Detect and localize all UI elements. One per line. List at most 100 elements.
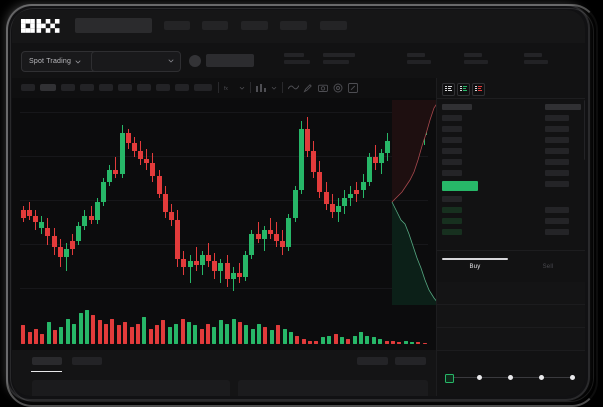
chart-settings-gear-icon[interactable]	[332, 82, 343, 93]
candle-body	[311, 151, 317, 172]
candle-body	[39, 222, 45, 229]
candle-body	[329, 204, 335, 213]
bottom-tab-active-underline	[31, 371, 62, 372]
amount-percent-slider[interactable]	[445, 373, 578, 383]
timeframe-9[interactable]	[175, 84, 189, 91]
nav-item-3[interactable]	[241, 21, 268, 30]
volume-bar	[21, 325, 26, 344]
volume-bar	[65, 318, 70, 344]
candle-body	[76, 226, 82, 241]
candle-body	[236, 273, 242, 278]
order-price-field[interactable]	[437, 282, 585, 304]
candle-body	[150, 163, 156, 176]
volume-bar	[193, 325, 198, 344]
volume-bar	[263, 327, 268, 344]
drawing-pencil-icon[interactable]	[302, 82, 313, 93]
order-book-panel: Buy Sell	[436, 78, 585, 396]
order-amount-field[interactable]	[437, 305, 585, 327]
market-type-selector[interactable]: Spot Trading	[21, 51, 99, 72]
candle-body	[162, 193, 168, 213]
volume-bar	[135, 323, 140, 344]
timeframe-4[interactable]	[80, 84, 94, 91]
volume-bar	[410, 342, 415, 344]
timeframe-10[interactable]	[194, 84, 212, 91]
orderbook-view-bids-icon[interactable]	[457, 83, 470, 96]
orderbook-amount	[545, 207, 569, 213]
line-tool-icon[interactable]	[287, 82, 299, 93]
okx-logo[interactable]	[21, 19, 63, 33]
candle-body	[385, 141, 391, 154]
tab-buy[interactable]: Buy	[469, 264, 481, 270]
volume-bar	[288, 332, 293, 344]
timeframe-8[interactable]	[156, 84, 170, 91]
form-divider-2	[437, 327, 585, 328]
nav-item-1[interactable]	[164, 21, 190, 30]
candle-body	[255, 234, 261, 239]
timeframe-6[interactable]	[118, 84, 132, 91]
volume-bar	[84, 310, 89, 344]
slider-stop-50[interactable]	[508, 375, 513, 380]
slider-stop-100[interactable]	[570, 375, 575, 380]
volume-bar	[416, 342, 421, 344]
search-input[interactable]	[75, 18, 152, 33]
timeframe-5[interactable]	[99, 84, 113, 91]
candle-body	[20, 210, 26, 219]
nav-item-2[interactable]	[202, 21, 228, 30]
indicators-icon[interactable]: fx	[223, 82, 235, 93]
candle-body	[243, 254, 249, 278]
orderbook-row[interactable]	[442, 170, 462, 176]
slider-stop-75[interactable]	[539, 375, 544, 380]
pair-selector[interactable]	[91, 51, 181, 72]
orderbook-row[interactable]	[442, 159, 462, 165]
bottom-tab-order-history[interactable]	[72, 357, 102, 365]
orderbook-row[interactable]	[442, 207, 462, 213]
timeframe-3[interactable]	[61, 84, 75, 91]
volume-bar	[104, 323, 109, 344]
candle-body	[100, 181, 106, 202]
volume-bar	[27, 332, 32, 344]
orderbook-row[interactable]	[442, 115, 462, 121]
tab-sell[interactable]: Sell	[542, 264, 554, 270]
orderbook-highlighted-row[interactable]	[442, 181, 478, 191]
timeframe-7[interactable]	[137, 84, 151, 91]
orderbook-row[interactable]	[442, 196, 462, 202]
volume-bar	[142, 316, 147, 344]
slider-handle[interactable]	[445, 374, 454, 383]
timeframe-1[interactable]	[21, 84, 35, 91]
slider-stop-25[interactable]	[477, 375, 482, 380]
candle-body	[206, 254, 212, 261]
chart-type-chevron-icon[interactable]	[238, 82, 246, 93]
bottom-content-left[interactable]	[32, 380, 230, 396]
orderbook-view-asks-icon[interactable]	[472, 83, 485, 96]
bottom-content-right[interactable]	[238, 380, 428, 396]
order-total-field[interactable]	[437, 328, 585, 350]
orderbook-row[interactable]	[442, 148, 462, 154]
orderbook-scrollbar[interactable]	[584, 100, 585, 160]
camera-snapshot-icon[interactable]	[317, 82, 328, 93]
bottom-tab-open-orders[interactable]	[32, 357, 62, 365]
volume-bar	[180, 318, 185, 344]
orderbook-row[interactable]	[442, 218, 462, 224]
bottom-action-1[interactable]	[357, 357, 388, 365]
orderbook-row[interactable]	[442, 126, 462, 132]
price-chart[interactable]	[12, 98, 436, 350]
nav-item-4[interactable]	[280, 21, 307, 30]
fullscreen-icon[interactable]	[347, 82, 358, 93]
coin-avatar-icon	[189, 55, 201, 67]
volume-bar	[397, 342, 402, 344]
candle-wick	[65, 242, 67, 271]
bottom-action-2[interactable]	[395, 357, 426, 365]
ticker-bar: Spot Trading	[12, 43, 585, 78]
volume-bar	[250, 328, 255, 344]
compare-icon[interactable]	[255, 82, 266, 93]
candle-body	[51, 236, 57, 247]
nav-item-5[interactable]	[320, 21, 347, 30]
orderbook-view-both-icon[interactable]	[442, 83, 455, 96]
settings-chevron-icon[interactable]	[270, 82, 278, 93]
timeframe-2[interactable]	[40, 84, 56, 91]
volume-bar	[174, 323, 179, 344]
orderbook-row[interactable]	[442, 229, 462, 235]
candle-body	[125, 133, 131, 144]
orderbook-row[interactable]	[442, 137, 462, 143]
candle-body	[63, 248, 69, 257]
